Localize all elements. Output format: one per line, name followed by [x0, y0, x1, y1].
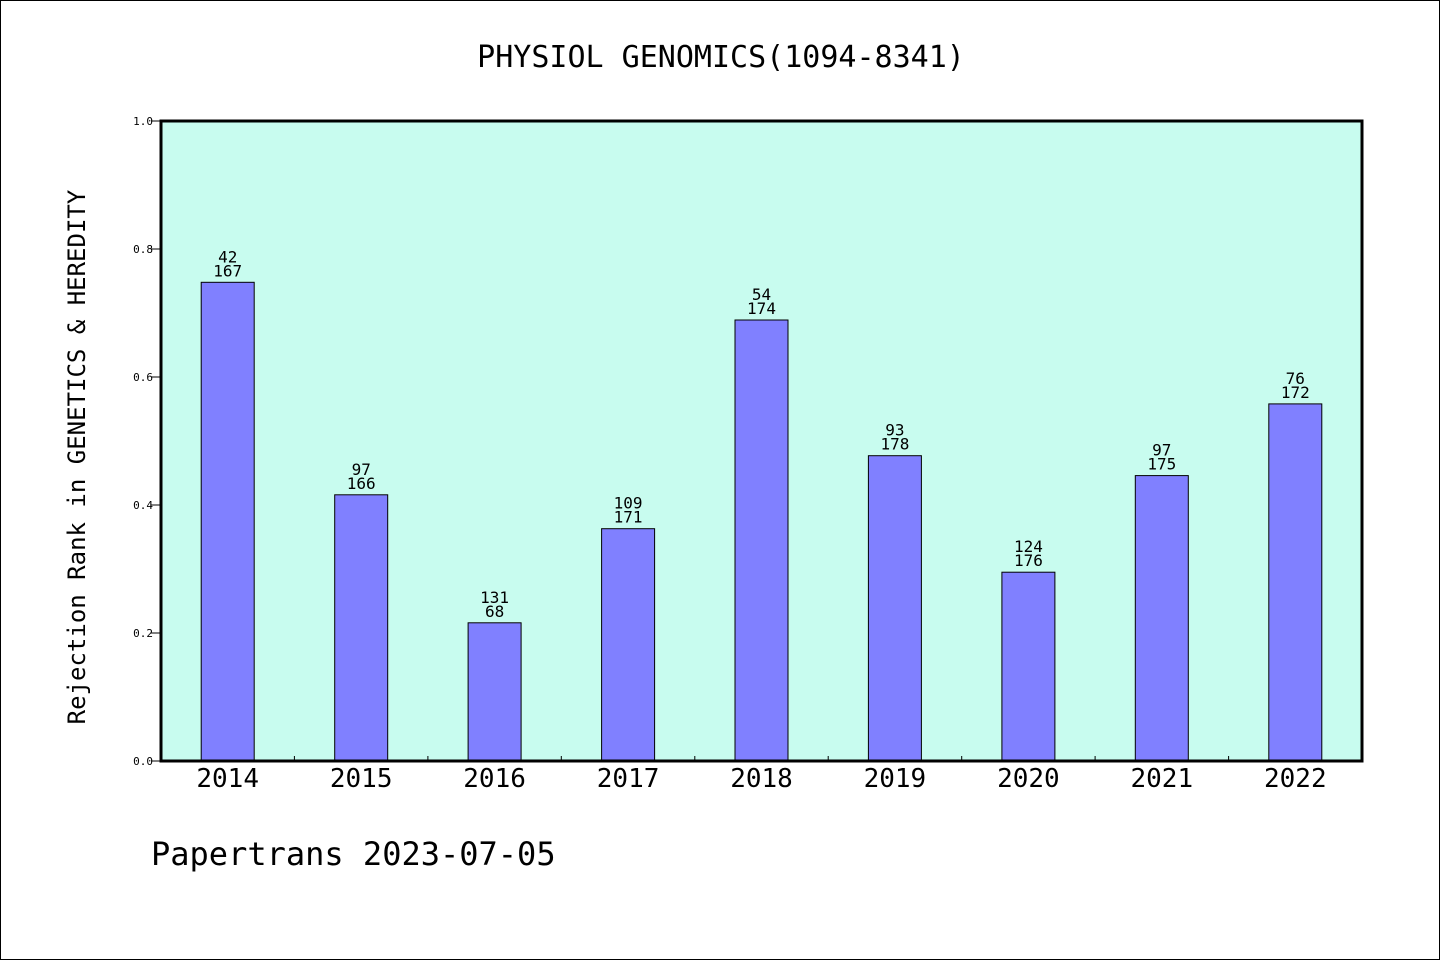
bar-label-bottom: 175: [1147, 455, 1176, 474]
bar-label-top: 124: [1014, 537, 1043, 556]
bar-label-top: 97: [352, 460, 371, 479]
axis-layer: 2014 2015 2016 2017 2018 2019 2020 2021 2022 0.0 0…: [133, 115, 1326, 794]
x-tick-label: 2021: [1130, 764, 1193, 794]
bar-label-top: 131: [480, 588, 509, 607]
bar-label-top: 97: [1152, 441, 1171, 460]
bar-2015: [334, 494, 389, 762]
footer-text: Papertrans 2023-07-05: [151, 835, 556, 873]
bar-label-top: 42: [218, 247, 237, 266]
bar-2017: [601, 528, 656, 762]
bars-layer: 4216797166131681091715417493178124176971…: [200, 247, 1323, 762]
plot-border: [159, 119, 1364, 763]
y-tick-label: 0.8: [133, 243, 153, 256]
x-tick-label: 2014: [196, 764, 259, 794]
bar-2018: [734, 319, 789, 762]
bar-label-bottom: 174: [747, 299, 776, 318]
bar-2021: [1134, 475, 1189, 762]
bar-label-top: 54: [752, 285, 771, 304]
y-tick-label: 0.2: [133, 627, 153, 640]
chart-title: PHYSIOL GENOMICS(1094-8341): [477, 40, 965, 75]
bar-label-bottom: 172: [1281, 383, 1310, 402]
x-tick-label: 2016: [463, 764, 526, 794]
y-tick-label: 1.0: [133, 115, 153, 128]
x-tick-label: 2018: [730, 764, 793, 794]
bar-2019: [867, 455, 922, 762]
x-tick-label: 2015: [330, 764, 393, 794]
bar-2016: [467, 622, 522, 762]
bar-label-top: 93: [885, 421, 904, 440]
bar-label-bottom: 68: [485, 602, 504, 621]
bar-label-bottom: 166: [347, 474, 376, 493]
bar-2022: [1268, 403, 1323, 762]
x-tick-label: 2020: [997, 764, 1060, 794]
bar-label-top: 76: [1286, 369, 1305, 388]
x-tick-label: 2017: [597, 764, 660, 794]
bar-label-bottom: 167: [213, 261, 242, 280]
bar-label-top: 109: [614, 494, 643, 513]
x-tick-label: 2019: [864, 764, 927, 794]
bar-label-bottom: 178: [880, 435, 909, 454]
y-tick-label: 0.6: [133, 371, 153, 384]
y-tick-label: 0.0: [133, 755, 153, 768]
bar-2020: [1001, 571, 1056, 762]
y-tick-label: 0.4: [133, 499, 153, 512]
bar-2014: [200, 281, 255, 762]
bar-label-bottom: 176: [1014, 551, 1043, 570]
bar-label-bottom: 171: [614, 508, 643, 527]
y-axis-label: Rejection Rank in GENETICS & HEREDITY: [63, 189, 91, 724]
x-tick-label: 2022: [1264, 764, 1327, 794]
